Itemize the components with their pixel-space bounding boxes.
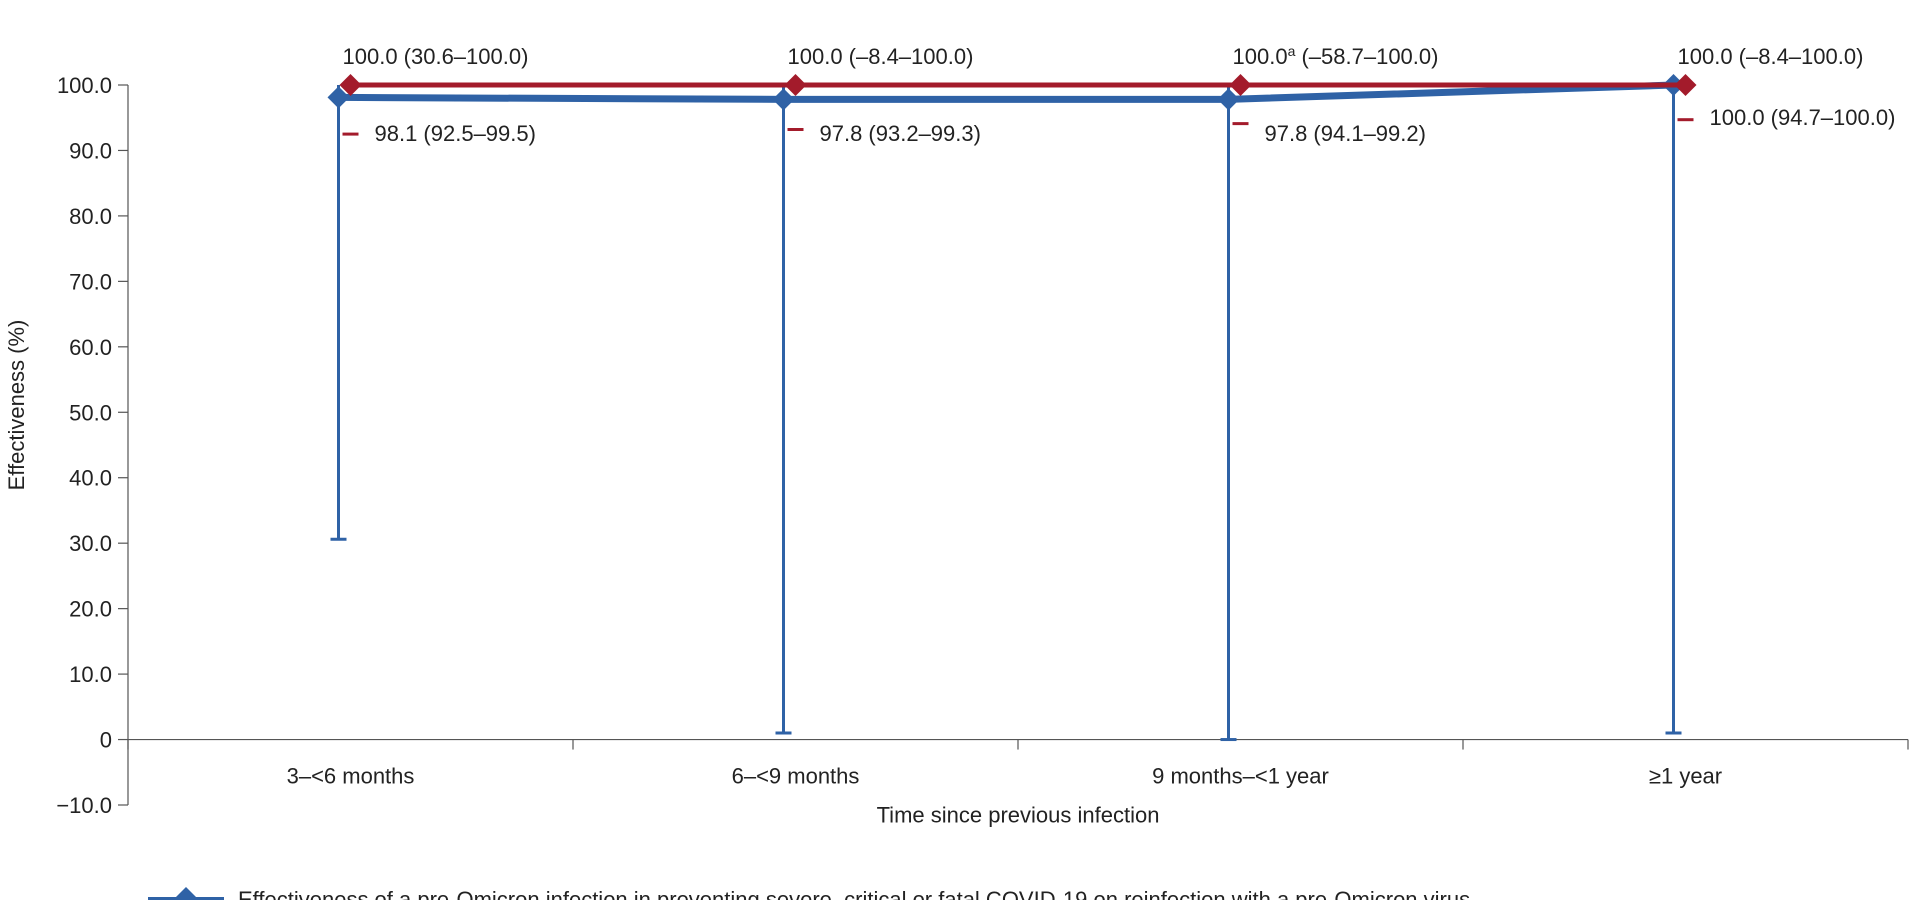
data-point — [1674, 74, 1697, 96]
y-tick-label: 20.0 — [69, 597, 112, 622]
data-label-omicron: 100.0a (–58.7–100.0) — [1233, 43, 1439, 69]
y-tick-label: 10.0 — [69, 662, 112, 687]
y-tick-label: 0 — [100, 728, 112, 753]
legend: Effectiveness of a pre-Omicron infection… — [148, 887, 1470, 905]
data-label-pre-omicron: 97.8 (94.1–99.2) — [1265, 121, 1426, 146]
data-label-pre-omicron: 98.1 (92.5–99.5) — [375, 121, 536, 146]
data-label-omicron: 100.0 (–8.4–100.0) — [788, 44, 974, 69]
series-omicron — [339, 74, 1697, 136]
y-tick-label: 70.0 — [69, 269, 112, 294]
series-layer — [327, 74, 1697, 742]
data-label-pre-omicron: 100.0 (94.7–100.0) — [1710, 105, 1896, 130]
labels-layer: 100.0 (30.6–100.0) 100.0 (–8.4–100.0) 100.… — [343, 43, 1896, 146]
x-tick-label: ≥1 year — [1649, 764, 1722, 789]
y-tick-label: 60.0 — [69, 335, 112, 360]
data-label-ci: (–58.7–100.0) — [1295, 44, 1438, 69]
data-label-omicron: 100.0 (30.6–100.0) — [343, 44, 529, 69]
data-label-main: 100.0 — [1233, 44, 1288, 69]
y-tick-label: 30.0 — [69, 531, 112, 556]
x-tick-label: 3–<6 months — [287, 764, 415, 789]
y-tick-label: 100.0 — [57, 73, 112, 98]
axes: 100.0 90.0 80.0 70.0 60.0 50.0 40.0 30.0 20.0 10.… — [4, 73, 1909, 828]
series-pre_omicron — [327, 74, 1685, 742]
data-label-omicron: 100.0 (–8.4–100.0) — [1678, 44, 1864, 69]
data-label-pre-omicron: 97.8 (93.2–99.3) — [820, 121, 981, 146]
y-tick-label: 50.0 — [69, 400, 112, 425]
data-point — [339, 74, 362, 96]
x-tick-label: 6–<9 months — [732, 764, 860, 789]
data-label-footnote: a — [1288, 43, 1296, 59]
legend-swatch-marker — [174, 887, 198, 905]
y-tick-label: 40.0 — [69, 466, 112, 491]
y-tick-label: 80.0 — [69, 204, 112, 229]
data-point — [772, 88, 795, 111]
legend-entry-label: Effectiveness of a pre-Omicron infection… — [238, 887, 1470, 900]
data-point — [327, 86, 350, 109]
series-line — [338, 81, 1674, 103]
y-tick-label: 90.0 — [69, 138, 112, 163]
y-axis-title: Effectiveness (%) — [4, 320, 29, 491]
data-point — [1229, 74, 1252, 96]
data-point — [784, 74, 807, 96]
x-axis-title: Time since previous infection — [877, 803, 1160, 828]
y-tick-label: −10.0 — [56, 793, 112, 818]
x-tick-label: 9 months–<1 year — [1152, 764, 1329, 789]
data-point — [1217, 88, 1240, 111]
